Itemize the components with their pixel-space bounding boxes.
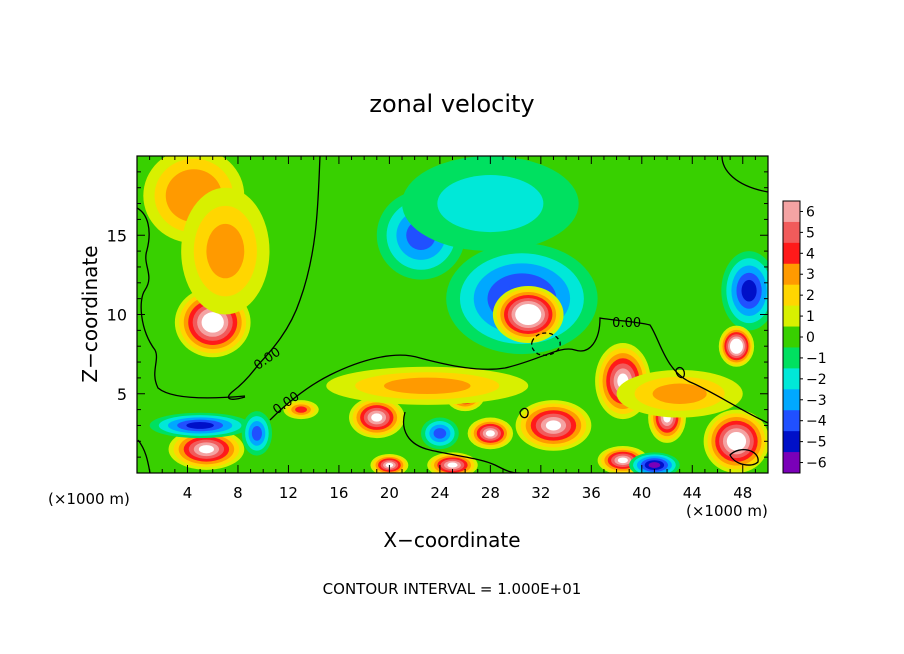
y-tick-label-10: 10 — [107, 306, 127, 325]
colorbar-label-1: 5 — [806, 225, 815, 241]
x-tick-label-36: 36 — [582, 484, 601, 502]
colorbar-label-8: −2 — [806, 372, 827, 388]
zero-contour-bottom-blob — [403, 411, 521, 473]
positive-cell-26-ring-9 — [733, 342, 740, 350]
contour-closed-right — [675, 366, 686, 379]
colorbar-label-11: −5 — [806, 435, 827, 451]
contour-dashed-negative — [531, 332, 561, 356]
zero-contours — [137, 156, 768, 473]
colorbar-swatch-−2 — [783, 368, 800, 390]
y-tick-label-5: 5 — [117, 385, 127, 404]
contour-closed-corner — [729, 449, 759, 466]
x-tick-labels: 4 8 12 16 20 24 28 32 36 40 44 48 — [183, 484, 753, 502]
x-tick-label-12: 12 — [279, 484, 298, 502]
contour-label-2: 0.00 — [612, 316, 641, 331]
negative-cell-20-ring-2 — [437, 175, 544, 233]
axis-ticks — [137, 156, 768, 473]
x-tick-label-44: 44 — [683, 484, 702, 502]
positive-cell-12-ring-7 — [447, 462, 458, 468]
colorbar-swatch-−5 — [783, 431, 800, 453]
positive-cell-15-ring-3 — [652, 383, 707, 404]
positive-cell-3-ring-3 — [206, 223, 245, 279]
x-tick-label-20: 20 — [380, 484, 399, 502]
positive-cell-7-ring-7 — [545, 420, 562, 431]
positive-cell-16-ring-4 — [295, 406, 307, 413]
zero-contour-top-right — [721, 156, 768, 193]
zero-contour-diagonal — [227, 156, 321, 400]
x-tick-label-40: 40 — [632, 484, 651, 502]
positive-cell-10-ring-8 — [730, 435, 743, 447]
velocity-field — [143, 156, 768, 473]
chart-title: zonal velocity — [369, 90, 534, 118]
colorbar-label-2: 4 — [806, 246, 815, 262]
y-tick-label-15: 15 — [107, 226, 127, 245]
positive-cell-25-ring-9 — [522, 309, 534, 320]
x-tick-label-24: 24 — [430, 484, 449, 502]
x-tick-label-48: 48 — [733, 484, 752, 502]
colorbar-swatch-2 — [783, 284, 800, 307]
contour-interval-note: CONTOUR INTERVAL = 1.000E+01 — [323, 580, 582, 598]
contour-closed-small — [519, 407, 529, 419]
colorbar-swatch-−1 — [783, 347, 800, 369]
colorbar-swatch-4 — [783, 242, 800, 265]
negative-cell-19-ring-5 — [741, 279, 757, 302]
positive-cell-14-ring-3 — [383, 377, 471, 394]
positive-cell-1-ring-7 — [198, 445, 214, 454]
zero-contour-lower — [269, 317, 768, 424]
positive-cell-6-ring-7 — [485, 430, 495, 437]
colorbar-swatch-1 — [783, 305, 800, 328]
colorbar-swatch-−3 — [783, 389, 800, 411]
positive-cell-4-ring-7 — [371, 413, 383, 422]
colorbar-label-5: 1 — [806, 309, 815, 325]
colorbar-label-7: −1 — [806, 351, 827, 367]
colorbar-swatch-6 — [783, 201, 800, 223]
colorbar-labels: 6 5 4 3 2 1 0 −1 −2 −3 −4 −5 −6 — [806, 204, 827, 471]
positive-cell-0-ring-8 — [206, 316, 220, 329]
x-tick-label-32: 32 — [531, 484, 550, 502]
y-axis-label: Z−coordinate — [78, 245, 102, 382]
y-tick-labels: 5 10 15 — [107, 226, 127, 404]
colorbar-label-10: −4 — [806, 414, 827, 430]
negative-cell-22-ring-4 — [251, 425, 262, 441]
zero-contour-left — [137, 207, 246, 399]
colorbar-label-4: 2 — [806, 288, 815, 304]
colorbar-label-3: 3 — [806, 267, 815, 283]
x-tick-label-16: 16 — [329, 484, 348, 502]
negative-cell-24-ring-6 — [648, 462, 661, 469]
plot-area: 0.000.000.00 — [136, 155, 769, 474]
x-tick-label-8: 8 — [233, 484, 243, 502]
colorbar-label-6: 0 — [806, 330, 815, 346]
x-tick-label-4: 4 — [183, 484, 193, 502]
colorbar — [782, 200, 803, 474]
x-unit-left: (×1000 m) — [48, 490, 130, 508]
positive-cell-13-ring-7 — [617, 457, 628, 464]
colorbar-label-9: −3 — [806, 393, 827, 409]
colorbar-swatch-−4 — [783, 410, 800, 432]
x-unit-right: (×1000 m) — [686, 502, 768, 520]
colorbar-swatch-5 — [783, 221, 800, 244]
colorbar-swatch-0 — [783, 326, 800, 348]
negative-cell-23-ring-4 — [433, 428, 447, 439]
x-axis-label: X−coordinate — [383, 528, 520, 552]
negative-cell-21-ring-5 — [186, 421, 214, 429]
colorbar-swatch-3 — [783, 263, 800, 286]
colorbar-label-0: 6 — [806, 204, 815, 220]
colorbar-label-12: −6 — [806, 456, 827, 472]
colorbar-swatch-−6 — [783, 452, 800, 474]
x-tick-label-28: 28 — [481, 484, 500, 502]
